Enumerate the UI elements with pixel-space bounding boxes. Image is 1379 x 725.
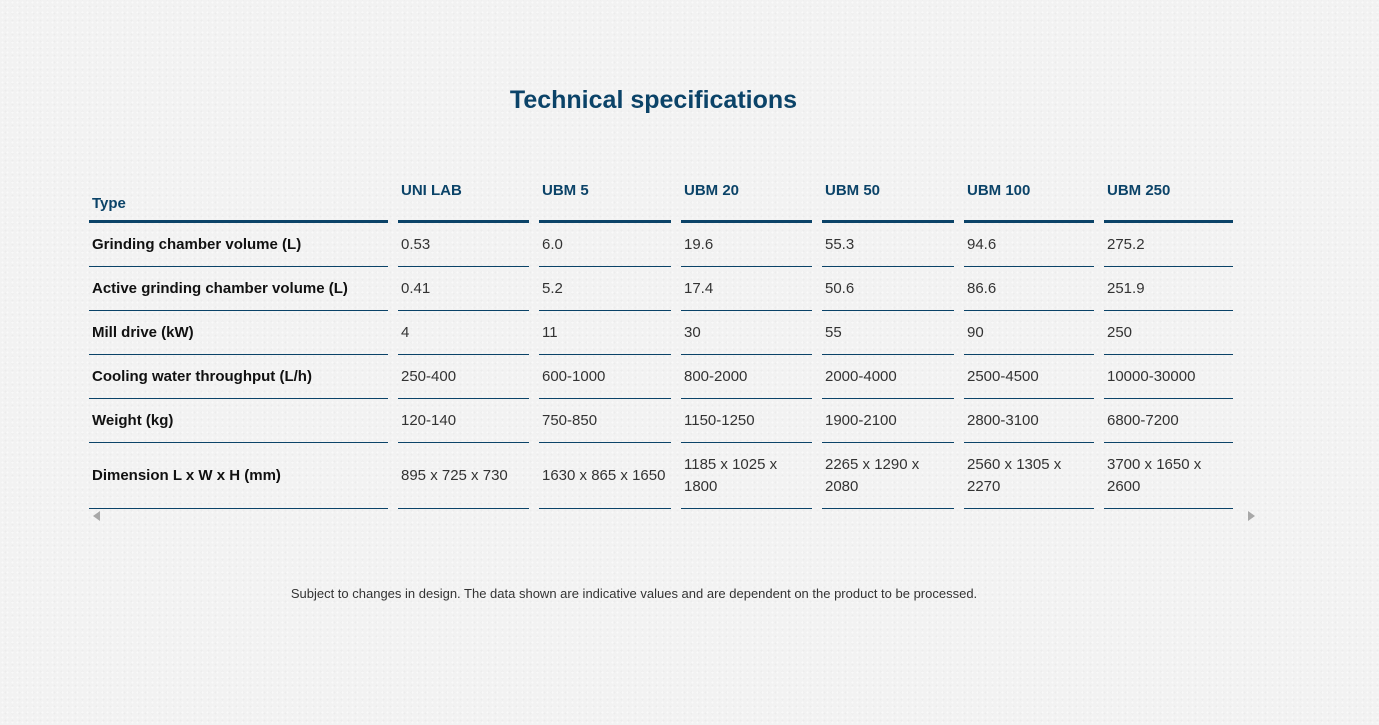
table-cell: 1900-2100 — [822, 399, 954, 443]
table-cell: 0.41 — [398, 267, 529, 311]
caret-right-icon[interactable] — [1248, 511, 1255, 521]
table-cell: 2000-4000 — [822, 355, 954, 399]
table-cell: 2800-3100 — [964, 399, 1094, 443]
table-cell: 2560 x 1305 x 2270 — [964, 443, 1094, 509]
row-label: Cooling water throughput (L/h) — [89, 355, 388, 399]
table-row: Grinding chamber volume (L) 0.53 6.0 19.… — [89, 223, 1233, 267]
table-cell: 5.2 — [539, 267, 671, 311]
table-cell: 30 — [681, 311, 812, 355]
table-cell: 895 x 725 x 730 — [398, 443, 529, 509]
table-cell: 94.6 — [964, 223, 1094, 267]
page-title: Technical specifications — [509, 86, 798, 114]
row-label: Active grinding chamber volume (L) — [89, 267, 388, 311]
table-cell: 50.6 — [822, 267, 954, 311]
table-cell: 250 — [1104, 311, 1233, 355]
model-header: UBM 20 — [681, 172, 812, 223]
row-label: Grinding chamber volume (L) — [89, 223, 388, 267]
table-cell: 11 — [539, 311, 671, 355]
table-row: Mill drive (kW) 4 11 30 55 90 250 — [89, 311, 1233, 355]
table-cell: 19.6 — [681, 223, 812, 267]
table-cell: 800-2000 — [681, 355, 812, 399]
model-header: UBM 100 — [964, 172, 1094, 223]
table-cell: 1185 x 1025 x 1800 — [681, 443, 812, 509]
table-cell: 2500-4500 — [964, 355, 1094, 399]
type-column-header: Type — [89, 172, 388, 223]
table-cell: 4 — [398, 311, 529, 355]
table-cell: 750-850 — [539, 399, 671, 443]
table-row: Dimension L x W x H (mm) 895 x 725 x 730… — [89, 443, 1233, 509]
table-cell: 1150-1250 — [681, 399, 812, 443]
table-cell: 55.3 — [822, 223, 954, 267]
table-cell: 6800-7200 — [1104, 399, 1233, 443]
table-cell: 86.6 — [964, 267, 1094, 311]
disclaimer-text: Subject to changes in design. The data s… — [290, 586, 978, 601]
table-cell: 275.2 — [1104, 223, 1233, 267]
model-header: UBM 5 — [539, 172, 671, 223]
table-header-row: Type UNI LAB UBM 5 UBM 20 UBM 50 UBM 100… — [89, 172, 1233, 223]
row-label: Dimension L x W x H (mm) — [89, 443, 388, 509]
row-label: Weight (kg) — [89, 399, 388, 443]
table-cell: 0.53 — [398, 223, 529, 267]
table-cell: 90 — [964, 311, 1094, 355]
table-cell: 55 — [822, 311, 954, 355]
table-cell: 3700 x 1650 x 2600 — [1104, 443, 1233, 509]
table-cell: 120-140 — [398, 399, 529, 443]
model-header: UBM 250 — [1104, 172, 1233, 223]
table-row: Weight (kg) 120-140 750-850 1150-1250 19… — [89, 399, 1233, 443]
table-row: Cooling water throughput (L/h) 250-400 6… — [89, 355, 1233, 399]
table-cell: 10000-30000 — [1104, 355, 1233, 399]
table-cell: 17.4 — [681, 267, 812, 311]
specifications-table: Type UNI LAB UBM 5 UBM 20 UBM 50 UBM 100… — [79, 172, 1243, 509]
model-header: UBM 50 — [822, 172, 954, 223]
table-cell: 1630 x 865 x 1650 — [539, 443, 671, 509]
table-cell: 2265 x 1290 x 2080 — [822, 443, 954, 509]
row-label: Mill drive (kW) — [89, 311, 388, 355]
table-row: Active grinding chamber volume (L) 0.41 … — [89, 267, 1233, 311]
table-cell: 251.9 — [1104, 267, 1233, 311]
caret-left-icon[interactable] — [93, 511, 100, 521]
model-header: UNI LAB — [398, 172, 529, 223]
table-cell: 600-1000 — [539, 355, 671, 399]
table-cell: 6.0 — [539, 223, 671, 267]
table-cell: 250-400 — [398, 355, 529, 399]
